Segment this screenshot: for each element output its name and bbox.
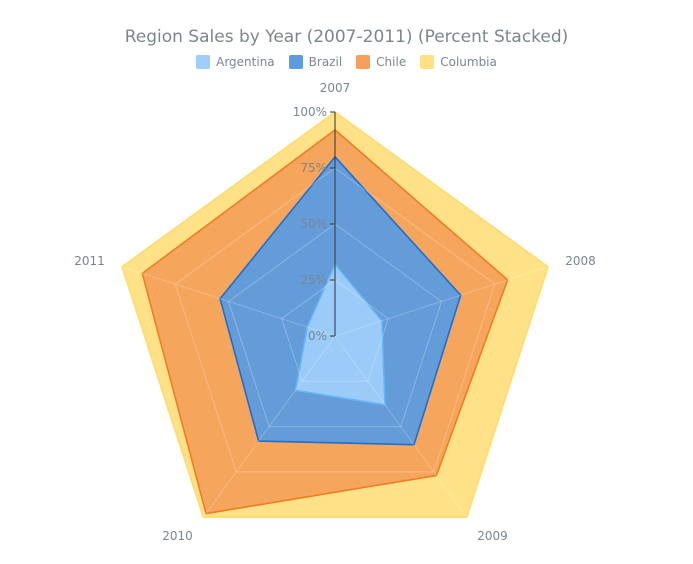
grid-ring: [121, 111, 549, 518]
grid-spoke: [202, 335, 336, 518]
grid-ring: [227, 223, 443, 428]
legend-swatch: [196, 55, 211, 69]
category-label-2008: 2008: [565, 254, 596, 268]
legend-item-brazil[interactable]: Brazil: [288, 55, 343, 69]
y-tick-label: 50%: [300, 217, 327, 231]
legend-swatch: [356, 55, 371, 69]
legend-label: Brazil: [308, 55, 343, 69]
legend-swatch: [288, 55, 303, 69]
y-tick-label: 75%: [300, 161, 327, 175]
y-tick-label: 100%: [293, 105, 327, 119]
legend-swatch: [420, 55, 435, 69]
legend-item-chile[interactable]: Chile: [356, 55, 406, 69]
legend-label: Chile: [376, 55, 407, 69]
legend: Argentina Brazil Chile Columbia: [0, 55, 693, 69]
grid-ring: [281, 279, 389, 382]
grid-spoke: [334, 335, 468, 518]
category-label-2010: 2010: [162, 529, 193, 543]
chart-title: Region Sales by Year (2007-2011) (Percen…: [124, 27, 569, 47]
legend-item-columbia[interactable]: Columbia: [420, 55, 497, 69]
category-label-2011: 2011: [74, 254, 105, 268]
grid-ring: [174, 167, 496, 473]
category-label-2009: 2009: [477, 529, 508, 543]
legend-item-argentina[interactable]: Argentina: [196, 55, 275, 69]
legend-label: Columbia: [440, 55, 497, 69]
grid-spoke: [334, 266, 549, 337]
area-argentina: [294, 262, 386, 406]
legend-label: Argentina: [216, 55, 275, 69]
category-label-2007: 2007: [320, 81, 351, 95]
y-tick-label: 25%: [300, 273, 327, 287]
grid-spoke: [121, 266, 336, 337]
y-tick-label: 0%: [308, 329, 327, 343]
